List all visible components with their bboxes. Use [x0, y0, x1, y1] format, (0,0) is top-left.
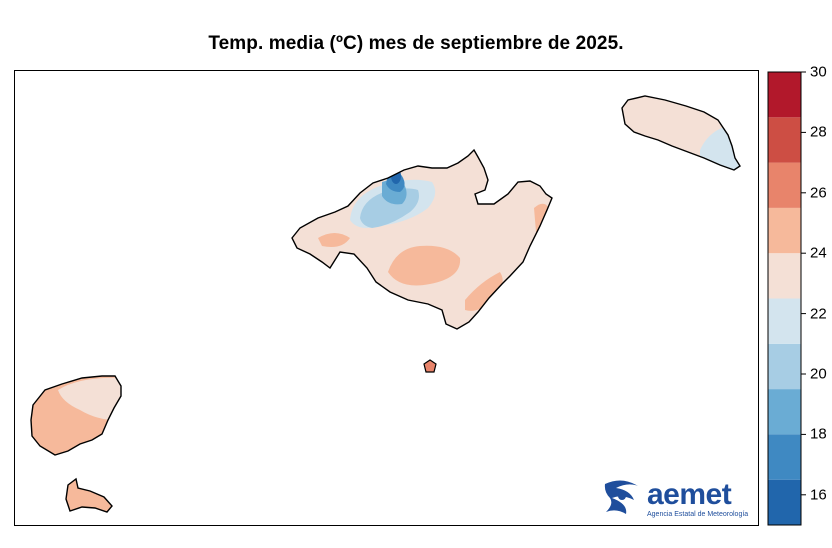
island-formentera [65, 478, 113, 513]
colorbar-bin-2 [768, 389, 801, 435]
colorbar-tick-label: 22 [810, 305, 827, 323]
colorbar-tick-label: 26 [810, 184, 827, 202]
aemet-logo-icon [604, 480, 638, 514]
colorbar-tick-label: 24 [810, 244, 827, 262]
colorbar-tick-label: 30 [810, 63, 827, 81]
colorbar-bin-3 [768, 343, 801, 390]
colorbar-bin-7 [768, 162, 801, 208]
logo-subtitle: Agencia Estatal de Meteorología [647, 511, 749, 518]
colorbar-bin-0 [768, 479, 801, 525]
island-cabrera [423, 359, 437, 373]
colorbar [767, 71, 806, 526]
island-mallorca [291, 149, 553, 330]
colorbar-bin-4 [768, 298, 801, 344]
colorbar-tick-label: 20 [810, 365, 827, 383]
colorbar-bin-6 [768, 207, 801, 254]
map-frame [14, 70, 759, 526]
colorbar-bin-8 [768, 117, 801, 163]
colorbar-bin-5 [768, 253, 801, 299]
logo-text: aemet [647, 478, 732, 511]
colorbar-tick-label: 16 [810, 486, 827, 504]
island-menorca [621, 95, 741, 171]
colorbar-tick-label: 28 [810, 123, 827, 141]
colorbar-border [767, 71, 802, 526]
map-title: Temp. media (ºC) mes de septiembre de 20… [208, 33, 624, 54]
colorbar-bin-1 [768, 434, 801, 480]
colorbar-tick-label: 18 [810, 425, 827, 443]
colorbar-bin-9 [768, 72, 801, 118]
island-ibiza [30, 375, 122, 456]
